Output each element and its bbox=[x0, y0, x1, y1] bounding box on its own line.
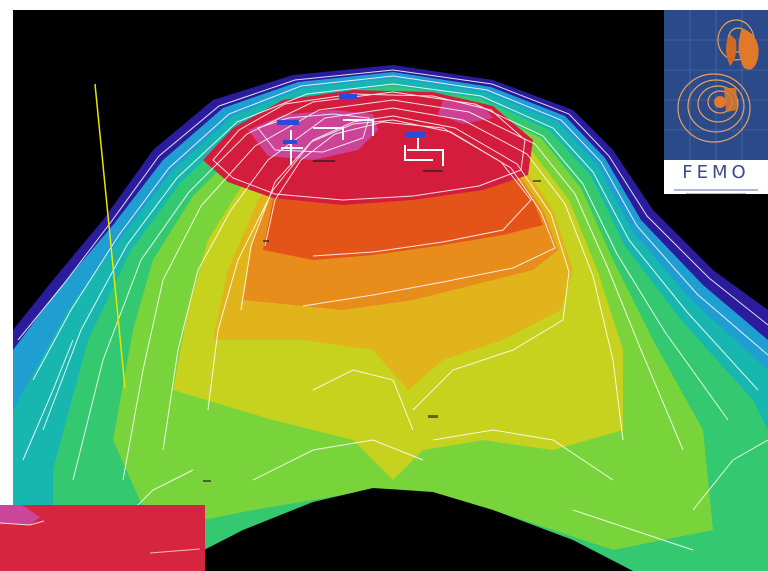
foreground-shadow bbox=[163, 488, 633, 571]
bathymetry-render bbox=[13, 10, 768, 571]
logo-emblem bbox=[664, 10, 768, 160]
contour-lines bbox=[17, 69, 768, 551]
reference-line bbox=[94, 83, 126, 389]
summit-labels bbox=[277, 94, 425, 144]
logo-text-area: FEMO bbox=[664, 160, 768, 194]
femo-logo: FEMO bbox=[664, 10, 768, 194]
overlay-fragment-art bbox=[0, 505, 205, 571]
logo-tagline-graphic bbox=[664, 183, 768, 194]
seamount-terrain bbox=[13, 10, 768, 571]
summit-markers bbox=[281, 119, 444, 166]
terrain-features bbox=[203, 160, 541, 482]
overlay-image-fragment bbox=[0, 505, 205, 571]
logo-wordmark: FEMO bbox=[682, 162, 750, 183]
logo-emblem-art bbox=[664, 10, 768, 160]
